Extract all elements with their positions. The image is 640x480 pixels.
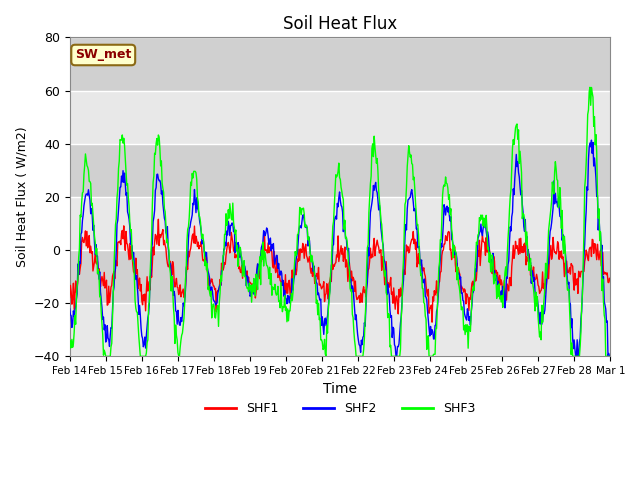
SHF2 — [392, 353, 400, 359]
SHF3 — [66, 346, 74, 351]
SHF1 — [187, 245, 195, 251]
Line: SHF3: SHF3 — [70, 87, 611, 356]
SHF1 — [216, 285, 223, 291]
SHF2 — [406, 194, 414, 200]
SHF2 — [214, 287, 222, 293]
SHF2 — [588, 137, 595, 143]
SHF3 — [607, 353, 614, 359]
Text: SW_met: SW_met — [75, 48, 131, 61]
Bar — [70, 91, 611, 144]
Line: SHF2: SHF2 — [70, 140, 611, 356]
SHF3 — [76, 245, 83, 251]
SHF1 — [428, 319, 436, 325]
SHF1 — [76, 271, 83, 277]
SHF3 — [187, 179, 195, 185]
SHF1 — [607, 278, 614, 284]
Bar — [70, 303, 611, 356]
Y-axis label: Soil Heat Flux ( W/m2): Soil Heat Flux ( W/m2) — [15, 127, 28, 267]
Bar — [70, 144, 611, 197]
Bar — [70, 250, 611, 303]
SHF1 — [154, 216, 162, 222]
SHF2 — [186, 225, 194, 230]
SHF1 — [422, 283, 430, 288]
SHF1 — [66, 295, 74, 300]
Bar — [70, 197, 611, 250]
SHF3 — [132, 305, 140, 311]
Legend: SHF1, SHF2, SHF3: SHF1, SHF2, SHF3 — [200, 397, 481, 420]
SHF3 — [102, 353, 109, 359]
SHF2 — [66, 306, 74, 312]
SHF2 — [607, 353, 614, 359]
Title: Soil Heat Flux: Soil Heat Flux — [283, 15, 397, 33]
SHF3 — [422, 316, 430, 322]
SHF1 — [406, 242, 414, 248]
SHF1 — [131, 275, 139, 280]
SHF3 — [406, 154, 414, 160]
Bar — [70, 37, 611, 91]
SHF2 — [76, 259, 83, 265]
SHF3 — [216, 300, 223, 305]
Line: SHF1: SHF1 — [70, 219, 611, 322]
SHF3 — [586, 84, 594, 90]
X-axis label: Time: Time — [323, 382, 357, 396]
SHF2 — [422, 294, 430, 300]
SHF2 — [131, 272, 139, 277]
